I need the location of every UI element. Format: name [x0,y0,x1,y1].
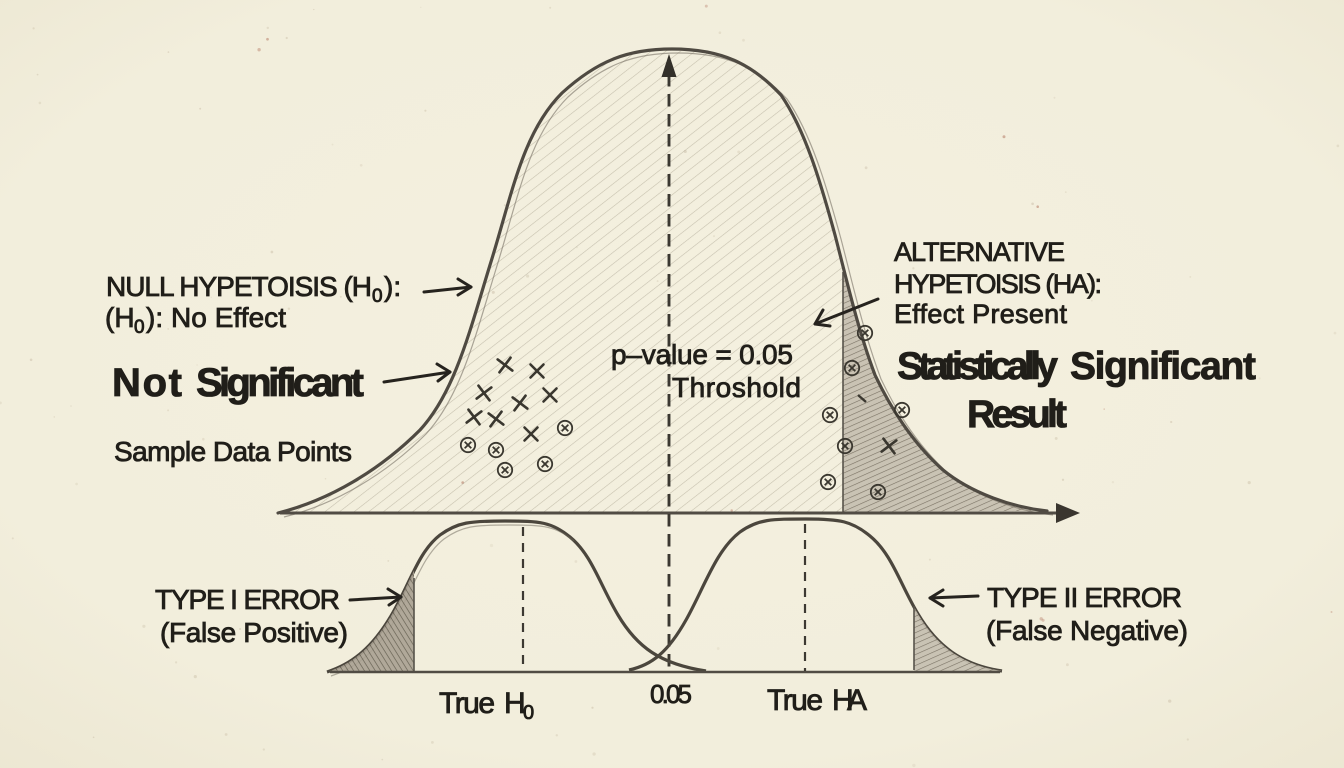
svg-text:True: True [439,687,495,720]
svg-text:Throshold: Throshold [672,372,801,403]
svg-text:(False Positive): (False Positive) [160,617,348,648]
svg-text:Effect Present: Effect Present [894,299,1067,329]
svg-text:0: 0 [134,317,145,338]
svg-text:Sample Data Points: Sample Data Points [114,436,352,467]
svg-text:HYPETOISIS (HA):: HYPETOISIS (HA): [894,269,1102,299]
svg-text:HA: HA [832,684,867,717]
svg-text:True: True [767,684,823,717]
svg-text:Statistically: Statistically [897,345,1058,388]
svg-text:(H: (H [105,302,135,333]
svg-text:ALTERNATIVE: ALTERNATIVE [894,237,1065,267]
svg-text:0: 0 [523,702,534,724]
svg-text:H: H [504,687,526,720]
svg-text:0.05: 0.05 [650,679,692,709]
svg-text:Significant: Significant [196,361,364,405]
svg-text:Result: Result [967,393,1067,436]
svg-text:): No Effect: ): No Effect [146,302,286,333]
svg-text:p–value = 0.05: p–value = 0.05 [611,339,793,370]
svg-text:Not: Not [112,361,182,405]
svg-text:0: 0 [372,286,383,307]
svg-text:TYPE II ERROR: TYPE II ERROR [987,582,1182,613]
svg-text:NULL HYPETOISIS (H: NULL HYPETOISIS (H [106,271,372,302]
svg-text:TYPE I ERROR: TYPE I ERROR [155,584,340,615]
svg-text:Significant: Significant [1070,345,1256,388]
svg-text:(False Negative): (False Negative) [986,615,1188,646]
svg-text:):: ): [384,271,401,302]
